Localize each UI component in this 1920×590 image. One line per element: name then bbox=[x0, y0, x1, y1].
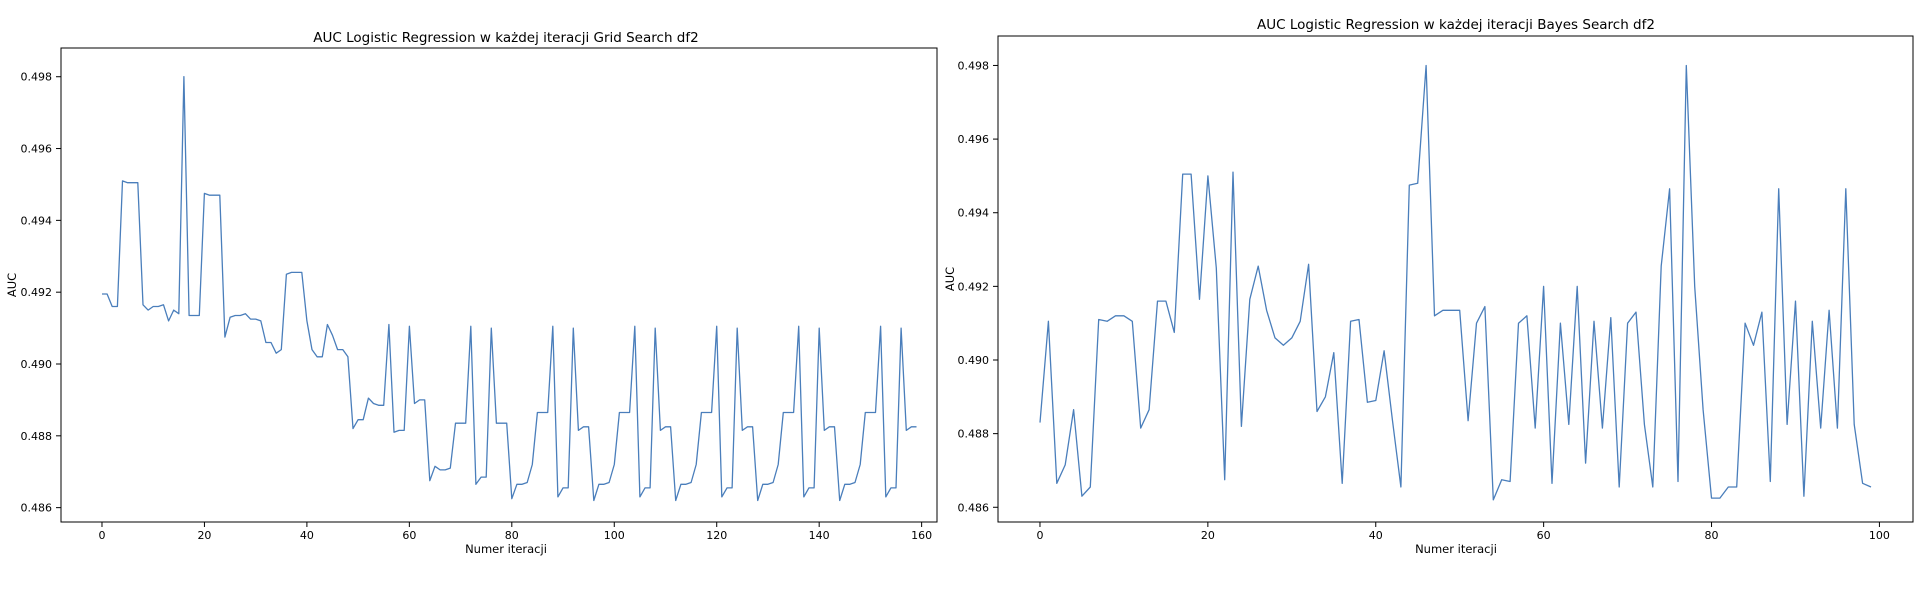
chart-title: AUC Logistic Regression w każdej iteracj… bbox=[313, 30, 698, 46]
x-tick-label: 160 bbox=[911, 529, 932, 542]
y-tick-label: 0.488 bbox=[958, 428, 990, 441]
chart-grid-search: AUC Logistic Regression w każdej iteracj… bbox=[5, 30, 938, 556]
y-axis-label: AUC bbox=[5, 273, 19, 297]
series-line bbox=[102, 76, 917, 502]
axes-ticks: 0 20 40 60 80 100 0.486 0.488 0.490 0.492 0.494 0.4… bbox=[958, 59, 1890, 542]
axes-frame bbox=[60, 47, 938, 523]
chart-bayes-search: AUC Logistic Regression w każdej iteracj… bbox=[943, 17, 1914, 556]
x-tick-label: 100 bbox=[604, 529, 625, 542]
x-tick-label: 60 bbox=[402, 529, 416, 542]
axes-frame bbox=[997, 35, 1914, 523]
series-line-group bbox=[102, 76, 917, 502]
y-tick-label: 0.486 bbox=[21, 502, 53, 515]
y-tick-label: 0.496 bbox=[958, 133, 990, 146]
x-tick-label: 120 bbox=[706, 529, 727, 542]
y-tick-label: 0.488 bbox=[21, 430, 53, 443]
x-tick-label: 80 bbox=[505, 529, 519, 542]
x-tick-label: 80 bbox=[1705, 529, 1719, 542]
x-tick-label: 140 bbox=[809, 529, 830, 542]
chart-title: AUC Logistic Regression w każdej iteracj… bbox=[1257, 17, 1655, 33]
y-tick-label: 0.496 bbox=[21, 143, 53, 156]
y-tick-label: 0.494 bbox=[21, 214, 53, 227]
y-tick-label: 0.498 bbox=[958, 59, 990, 72]
series-line-group bbox=[1039, 64, 1872, 501]
x-tick-label: 0 bbox=[98, 529, 105, 542]
y-tick-label: 0.498 bbox=[21, 71, 53, 84]
x-axis-label: Numer iteracji bbox=[1415, 542, 1497, 556]
y-tick-label: 0.490 bbox=[21, 358, 53, 371]
x-tick-label: 20 bbox=[197, 529, 211, 542]
x-axis-label: Numer iteracji bbox=[465, 542, 547, 556]
axes-ticks: 0 20 40 60 80 100 120 140 160 0.486 0.488 0.490 0.49… bbox=[21, 71, 933, 542]
x-tick-label: 40 bbox=[300, 529, 314, 542]
y-tick-label: 0.492 bbox=[958, 280, 990, 293]
x-tick-label: 0 bbox=[1036, 529, 1043, 542]
y-tick-label: 0.492 bbox=[21, 286, 53, 299]
y-tick-label: 0.490 bbox=[958, 354, 990, 367]
series-line bbox=[1039, 64, 1872, 501]
x-tick-label: 40 bbox=[1369, 529, 1383, 542]
y-tick-label: 0.494 bbox=[958, 207, 990, 220]
y-axis-label: AUC bbox=[943, 267, 957, 291]
y-tick-label: 0.486 bbox=[958, 501, 990, 514]
x-tick-label: 60 bbox=[1537, 529, 1551, 542]
x-tick-label: 100 bbox=[1869, 529, 1890, 542]
x-tick-label: 20 bbox=[1201, 529, 1215, 542]
